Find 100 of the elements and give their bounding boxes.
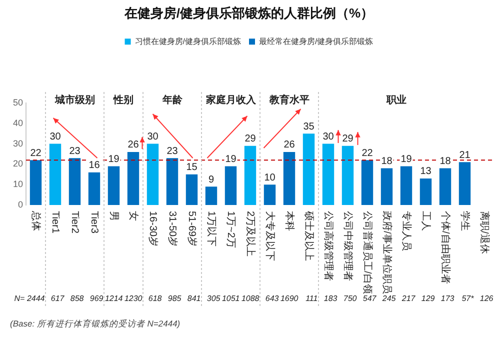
data-label: 10 xyxy=(264,172,276,184)
bar xyxy=(186,174,198,205)
text: 245 xyxy=(381,294,396,304)
text: 111 xyxy=(306,294,318,304)
data-label: 16 xyxy=(88,160,100,172)
text: 858 xyxy=(70,294,84,304)
x-tick-label: 大专及以下 xyxy=(264,211,276,261)
data-label: 18 xyxy=(440,156,452,168)
y-tick-label: 10 xyxy=(12,179,23,190)
text: 1230 xyxy=(124,294,143,304)
data-label: 15 xyxy=(186,162,198,174)
bar xyxy=(361,160,374,205)
data-label: 13 xyxy=(420,166,432,178)
y-tick-label: 20 xyxy=(12,158,23,169)
x-tick-label: 个体/自由职业者 xyxy=(440,211,452,284)
x-tick-label: 公司中级管理者 xyxy=(342,211,354,281)
text: 1214 xyxy=(104,294,124,304)
bar xyxy=(224,166,237,205)
y-tick-label: 30 xyxy=(12,138,23,148)
x-tick-label: Tier2 xyxy=(69,211,80,234)
bar xyxy=(380,168,393,205)
data-label: 29 xyxy=(342,134,354,145)
text: 1051 xyxy=(222,294,240,304)
bar xyxy=(68,158,81,205)
annotation: 年龄 xyxy=(161,94,184,106)
data-label: 35 xyxy=(303,121,315,132)
data-label: 22 xyxy=(30,148,42,159)
data-label: 19 xyxy=(225,154,237,165)
text: 126 xyxy=(480,294,494,304)
text: 129 xyxy=(421,294,436,304)
bar xyxy=(30,160,42,205)
annotation: 家庭月收入 xyxy=(204,94,257,106)
bar xyxy=(342,146,354,205)
bar xyxy=(205,186,218,205)
y-tick-label: 50 xyxy=(12,97,23,108)
data-label: 30 xyxy=(322,132,334,143)
bar xyxy=(88,172,100,205)
text: 969 xyxy=(90,294,104,304)
text: 750 xyxy=(343,294,358,304)
text: 618 xyxy=(148,294,162,304)
x-tick-label: 男 xyxy=(108,211,119,221)
text: 547 xyxy=(362,294,377,304)
x-tick-label: 51-69岁 xyxy=(186,211,198,247)
data-label: 19 xyxy=(400,154,412,165)
data-label: 26 xyxy=(128,140,140,151)
data-label: 30 xyxy=(50,132,62,143)
text: 305 xyxy=(206,294,221,304)
y-tick-label: 0 xyxy=(18,199,23,210)
text: N= 2444 xyxy=(14,294,46,304)
text: 1690 xyxy=(280,294,299,304)
legend-label: 最经常在健身房/健身俱乐部锻炼 xyxy=(259,36,374,46)
x-tick-label: 16-30岁 xyxy=(147,211,159,247)
data-label: 23 xyxy=(166,146,178,157)
x-tick-label: 公司普通员工/白领 xyxy=(362,211,374,294)
annotation: 职业 xyxy=(386,94,406,106)
x-tick-label: 总体 xyxy=(30,210,42,231)
x-tick-label: 本科 xyxy=(284,211,296,231)
bar xyxy=(166,158,178,205)
x-tick-label: Tier3 xyxy=(88,211,100,234)
text: (Base: 所有进行体育锻炼的受访者 N=2444) xyxy=(10,318,180,328)
x-tick-label: 专业人员 xyxy=(400,211,412,251)
y-tick-label: 40 xyxy=(12,118,23,128)
chart-title: 在健身房/健身俱乐部锻炼的人群比例（%） xyxy=(123,5,374,20)
data-label: 9 xyxy=(208,174,214,186)
data-label: 30 xyxy=(147,132,159,143)
x-tick-label: 工人 xyxy=(420,211,431,231)
x-tick-label: 2万及以上 xyxy=(244,211,256,257)
data-label: 21 xyxy=(459,150,471,161)
bar xyxy=(146,144,159,205)
legend-label: 习惯在健身房/健身俱乐部锻炼 xyxy=(134,36,242,46)
x-tick-label: 1万以下 xyxy=(206,211,218,247)
bar xyxy=(458,162,471,205)
x-tick-label: 政府/事业单位职员 xyxy=(381,211,393,294)
bar xyxy=(264,184,276,205)
bar xyxy=(108,166,120,205)
text: 841 xyxy=(187,294,201,304)
data-label: 29 xyxy=(244,134,256,145)
data-label: 23 xyxy=(69,146,81,157)
text: 217 xyxy=(400,294,416,304)
bar xyxy=(127,152,140,205)
data-label: 19 xyxy=(108,154,120,165)
bar xyxy=(420,178,432,205)
text: 617 xyxy=(50,294,65,304)
x-tick-label: 离职/退休 xyxy=(478,211,490,254)
annotation: 教育水平 xyxy=(268,94,310,106)
x-tick-label: 学生 xyxy=(459,211,471,231)
annotation: 性别 xyxy=(112,94,134,106)
text: 985 xyxy=(168,294,182,304)
x-tick-label: 31-50岁 xyxy=(166,211,178,247)
text: 183 xyxy=(324,294,338,304)
text: 1088 xyxy=(241,294,260,304)
data-label: 22 xyxy=(362,148,374,159)
x-tick-label: 女 xyxy=(128,211,140,221)
bar xyxy=(302,134,315,205)
data-label: 18 xyxy=(381,156,393,168)
x-tick-label: 硕士及以上 xyxy=(303,210,315,261)
bar xyxy=(439,168,452,205)
bar xyxy=(283,152,296,205)
x-tick-label: Tier1 xyxy=(50,211,60,234)
x-tick-label: 公司高级管理者 xyxy=(322,211,334,281)
